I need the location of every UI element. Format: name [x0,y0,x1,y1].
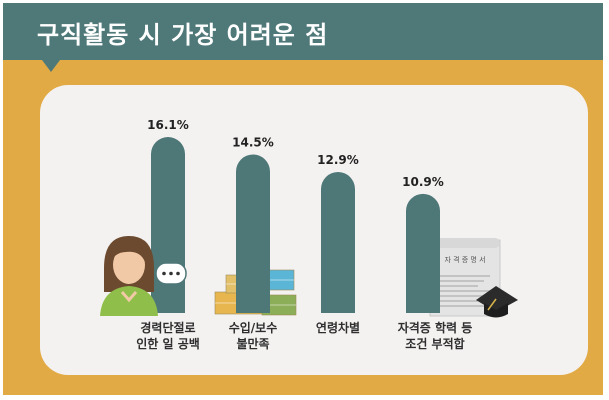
category-label-3: 연령차별 [316,320,360,335]
category-label-2: 수입/보수 [229,321,278,335]
speech-bubble-icon [155,262,187,285]
page-frame: 구직활동 시 가장 어려운 점 [3,3,603,395]
graduation-cap-icon [476,286,518,318]
chart-panel [40,85,588,375]
chart-title: 구직활동 시 가장 어려운 점 [37,21,329,49]
value-label-2: 14.5% [232,136,274,150]
title-banner: 구직활동 시 가장 어려운 점 [3,3,603,60]
category-label-1: 인한 일 공백 [136,336,200,351]
value-label-4: 10.9% [402,175,444,189]
category-label-1: 경력단절로 [140,320,195,335]
value-label-3: 12.9% [317,153,359,167]
certificate-text: 자 격 증 명 서 [444,255,485,264]
bar-2 [236,154,270,313]
bar-3 [321,172,355,313]
banner-tail [42,60,60,72]
bar-4 [406,193,440,313]
woman-icon [100,236,158,316]
bar-1 [151,137,185,313]
value-label-1: 16.1% [147,118,189,132]
category-label-4: 자격증 학력 등 [398,320,473,335]
category-label-4: 조건 부적합 [405,336,464,351]
category-label-2: 불만족 [236,336,269,351]
